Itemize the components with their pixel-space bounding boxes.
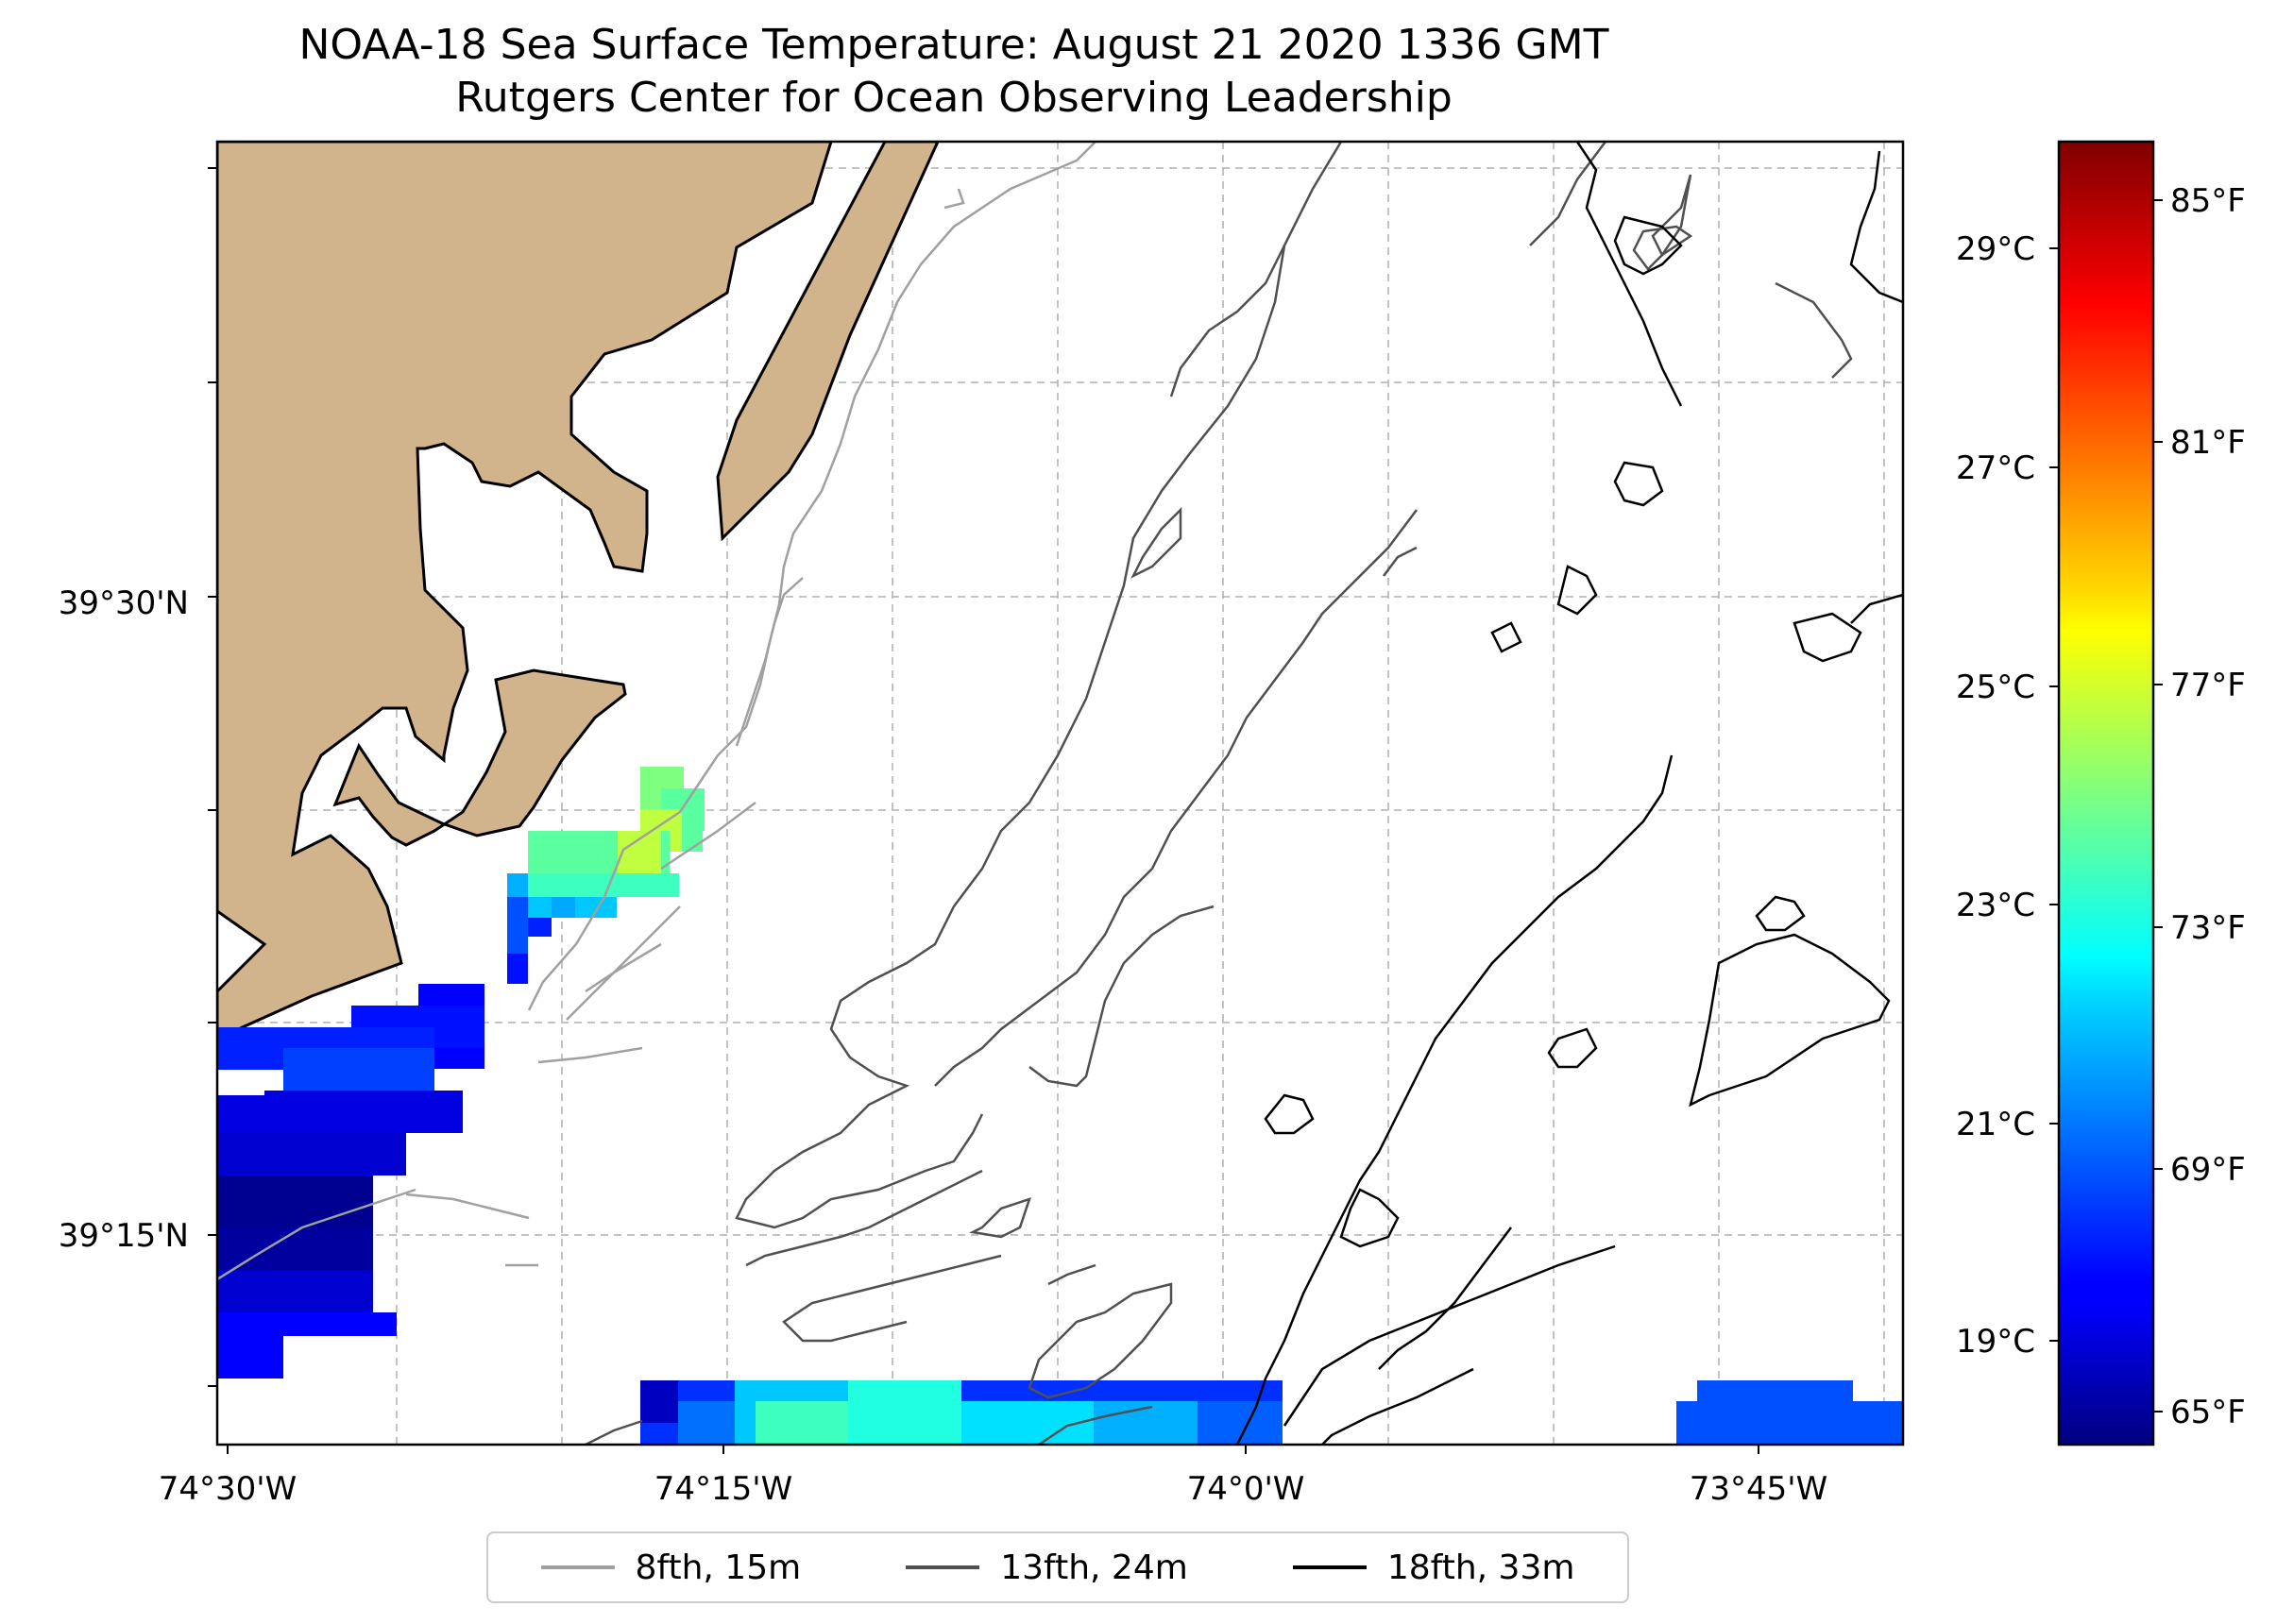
y-tick-label: 39°15'N	[59, 1217, 189, 1255]
legend-item-8fth: 8fth, 15m	[540, 1548, 802, 1587]
colorbar-celsius-label: 25°C	[1956, 668, 2035, 706]
legend-label: 13fth, 24m	[1000, 1548, 1188, 1587]
colorbar-fahrenheit-label: 77°F	[2170, 667, 2246, 704]
colorbar-celsius-label: 23°C	[1956, 887, 2035, 924]
y-axis	[208, 167, 217, 1387]
x-axis	[227, 1445, 1759, 1454]
colorbar-celsius-label: 19°C	[1956, 1323, 2035, 1361]
x-tick-label: 74°30'W	[159, 1470, 297, 1508]
colorbar-celsius-label: 21°C	[1956, 1106, 2035, 1143]
x-tick-label: 74°15'W	[654, 1470, 793, 1508]
legend-item-18fth: 18fth, 33m	[1292, 1548, 1575, 1587]
legend-swatch	[1292, 1565, 1367, 1569]
x-tick-label: 74°0'W	[1187, 1470, 1305, 1508]
colorbar-celsius-label: 27°C	[1956, 449, 2035, 487]
map-panel	[217, 142, 1903, 1445]
y-tick-label: 39°30'N	[59, 584, 189, 622]
map-title-overlay: NOAA-18 Sea Surface Temperature: August …	[298, 21, 1609, 69]
colorbar	[2049, 140, 2163, 1446]
contour-legend: 8fth, 15m 13fth, 24m 18fth, 33m	[486, 1531, 1629, 1603]
colorbar-celsius-label: 29°C	[1956, 230, 2035, 268]
colorbar-fahrenheit-label: 69°F	[2170, 1151, 2246, 1189]
contour-8fth	[217, 142, 1096, 1281]
colorbar-fahrenheit-label: 73°F	[2170, 909, 2246, 947]
contour-13fth	[585, 142, 1853, 1445]
legend-label: 18fth, 33m	[1386, 1548, 1575, 1587]
colorbar-fahrenheit-label: 65°F	[2170, 1394, 2246, 1431]
sst-pixels	[217, 767, 1903, 1445]
land-mass	[217, 142, 940, 1040]
map-frame	[215, 140, 1905, 1446]
x-tick-label: 73°45'W	[1690, 1470, 1828, 1508]
legend-swatch	[540, 1565, 615, 1569]
contour-18fth	[1235, 142, 1903, 1445]
colorbar-fahrenheit-label: 85°F	[2170, 182, 2246, 220]
map-subtitle-overlay: Rutgers Center for Ocean Observing Leade…	[455, 74, 1453, 122]
legend-item-13fth: 13fth, 24m	[906, 1548, 1188, 1587]
legend-swatch	[906, 1565, 980, 1569]
colorbar-fahrenheit-label: 81°F	[2170, 424, 2246, 462]
colorbar-gradient	[2057, 140, 2155, 1446]
legend-label: 8fth, 15m	[635, 1548, 802, 1587]
